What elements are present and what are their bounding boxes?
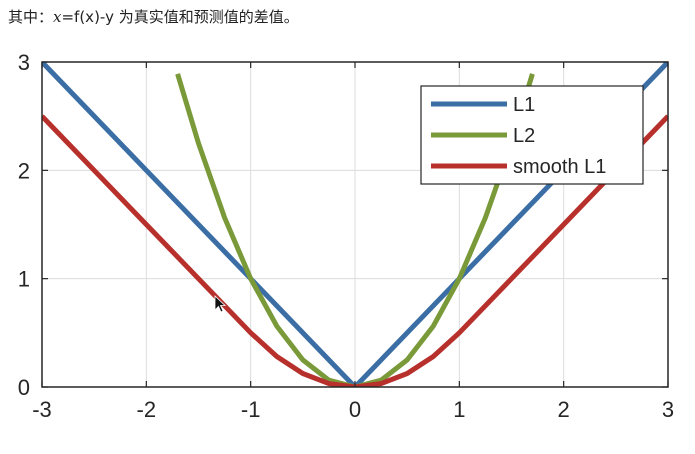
series-line-l2 (175, 73, 535, 387)
x-tick-label-3: 0 (349, 397, 361, 422)
legend-label-2: smooth L1 (513, 156, 606, 178)
series-line-smooth-l1 (42, 114, 668, 387)
caption-variable: x (53, 8, 62, 26)
caption: 其中：x=f(x)-y 为真实值和预测值的差值。 (8, 6, 299, 27)
x-tick-label-2: -1 (241, 397, 261, 422)
y-tick-label-0: 0 (18, 375, 30, 400)
caption-text: =f(x)-y 为真实值和预测值的差值。 (61, 8, 299, 26)
legend-label-1: L2 (513, 125, 535, 147)
x-tick-label-4: 1 (453, 397, 465, 422)
y-tick-label-2: 2 (18, 158, 30, 183)
y-tick-label-3: 3 (18, 50, 30, 75)
legend: L1 L2 smooth L1 (420, 85, 644, 185)
x-tick-label-1: -2 (137, 397, 157, 422)
mouse-cursor-icon (214, 295, 227, 313)
y-tick-label-1: 1 (18, 267, 30, 292)
x-tick-label-5: 2 (558, 397, 570, 422)
x-tick-label-6: 3 (662, 397, 674, 422)
x-tick-label-0: -3 (32, 397, 52, 422)
axis-ticks: -3 -2 -1 0 1 2 3 0 1 2 3 (18, 50, 674, 422)
caption-prefix: 其中： (8, 8, 54, 26)
legend-label-0: L1 (513, 94, 535, 116)
